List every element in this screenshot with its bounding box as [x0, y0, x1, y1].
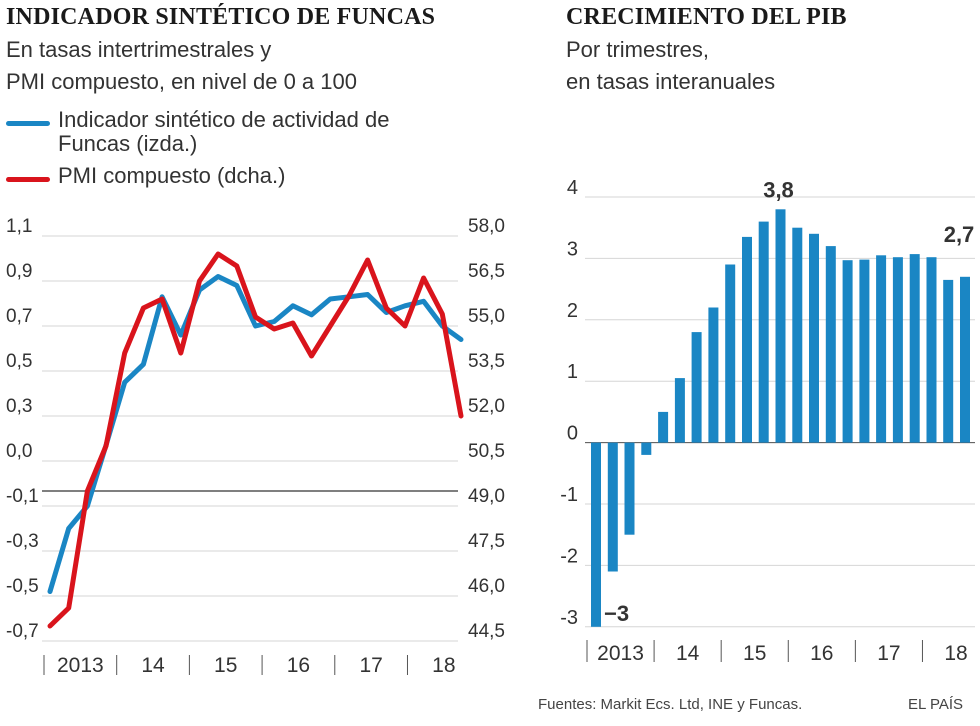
right-y-tick-label: 53,5	[468, 351, 505, 372]
left-x-tick-label: 14	[141, 654, 165, 677]
gdp-bar	[708, 307, 719, 443]
gdp-bar	[591, 442, 601, 627]
right-y-tick-label: 44,5	[468, 621, 505, 642]
left-y-tick-label: -0,5	[6, 576, 39, 597]
bar-y-tick-label: 0	[567, 423, 578, 445]
gdp-bar	[691, 332, 702, 443]
right-chart-subtitle-line2: en tasas interanuales	[566, 69, 776, 94]
bar-y-tick-label: 2	[567, 300, 578, 322]
bar-x-tick-label: 17	[877, 642, 900, 665]
left-y-tick-label: 0,5	[6, 351, 32, 372]
gdp-bar	[960, 276, 970, 443]
gdp-bar	[641, 442, 652, 455]
funcas-indicator-line	[47, 274, 464, 594]
gdp-bar	[775, 209, 786, 443]
gdp-bar	[658, 411, 669, 443]
bar-annotation-label: 3,8	[763, 177, 794, 202]
legend-swatch-blue	[6, 121, 50, 126]
right-y-tick-label: 50,5	[468, 441, 505, 462]
left-chart-subtitle-line1: En tasas intertrimestrales y	[6, 37, 272, 62]
right-y-tick-label: 58,0	[468, 216, 505, 237]
right-y-tick-label: 56,5	[468, 261, 505, 282]
gdp-bar	[742, 236, 752, 443]
left-y-tick-label: 1,1	[6, 216, 32, 237]
bar-annotation-label: 2,7	[944, 222, 975, 247]
bar-y-tick-label: -3	[560, 607, 578, 629]
right-y-tick-label: 52,0	[468, 396, 505, 417]
footer-sources: Fuentes: Markit Ecs. Ltd, INE y Funcas.	[538, 696, 803, 713]
left-y-tick-label: 0,7	[6, 306, 32, 327]
right-chart-subtitle-line1: Por trimestres,	[566, 37, 710, 62]
gdp-bar	[859, 259, 870, 443]
right-y-tick-label: 55,0	[468, 306, 505, 327]
left-chart-subtitle-line2: PMI compuesto, en nivel de 0 a 100	[6, 69, 357, 94]
gdp-bar	[674, 378, 685, 443]
right-y-tick-label: 49,0	[468, 486, 505, 507]
bar-x-tick-label: 16	[810, 642, 833, 665]
bar-x-tick-label: 2013	[597, 642, 644, 665]
legend-label-pmi: PMI compuesto (dcha.)	[58, 163, 286, 188]
bar-y-tick-label: 3	[567, 238, 578, 260]
right-y-tick-label: 47,5	[468, 531, 505, 552]
gdp-bar	[909, 254, 920, 443]
bar-y-tick-label: -1	[560, 484, 578, 506]
bar-y-tick-label: 1	[567, 361, 578, 383]
bar-annotation-label: −3	[604, 601, 629, 626]
gdp-bar	[926, 257, 937, 443]
left-y-tick-label: -0,3	[6, 531, 39, 552]
left-x-tick-label: 18	[432, 654, 455, 677]
gdp-bar	[825, 246, 836, 443]
gdp-bar	[892, 257, 903, 443]
gdp-bar	[809, 233, 819, 443]
gdp-bar	[876, 255, 887, 443]
right-y-tick-label: 46,0	[468, 576, 505, 597]
left-y-tick-label: 0,3	[6, 396, 32, 417]
gdp-bar	[725, 264, 736, 443]
left-y-tick-label: -0,7	[6, 621, 39, 642]
footer-brand: EL PAÍS	[908, 696, 964, 713]
bar-y-tick-label: 4	[567, 177, 578, 199]
legend-swatch-red	[6, 177, 50, 182]
bar-x-tick-label: 14	[676, 642, 700, 665]
left-x-tick-label: 16	[287, 654, 310, 677]
pmi-composite-line	[47, 251, 464, 629]
left-x-tick-label: 2013	[57, 654, 104, 677]
left-chart-title: INDICADOR SINTÉTICO DE FUNCAS	[6, 4, 436, 30]
legend-item-funcas: Indicador sintético de actividad de Func…	[6, 108, 438, 156]
gdp-bar	[842, 260, 853, 443]
legend-item-pmi: PMI compuesto (dcha.)	[6, 164, 438, 188]
gdp-bar	[607, 442, 618, 572]
bar-y-tick-label: -2	[560, 545, 578, 567]
bar-x-tick-label: 15	[743, 642, 766, 665]
bar-x-tick-label: 18	[944, 642, 967, 665]
legend-label-funcas: Indicador sintético de actividad de Func…	[58, 107, 390, 156]
left-y-tick-label: 0,9	[6, 261, 32, 282]
left-y-tick-label: 0,0	[6, 441, 32, 462]
gdp-bar	[792, 227, 803, 443]
left-x-tick-label: 15	[214, 654, 237, 677]
gdp-bar	[758, 221, 769, 443]
gdp-bar	[624, 442, 635, 535]
right-chart-title: CRECIMIENTO DEL PIB	[566, 4, 847, 30]
left-x-tick-label: 17	[359, 654, 382, 677]
gdp-bar	[943, 279, 954, 443]
left-y-tick-label: -0,1	[6, 486, 39, 507]
